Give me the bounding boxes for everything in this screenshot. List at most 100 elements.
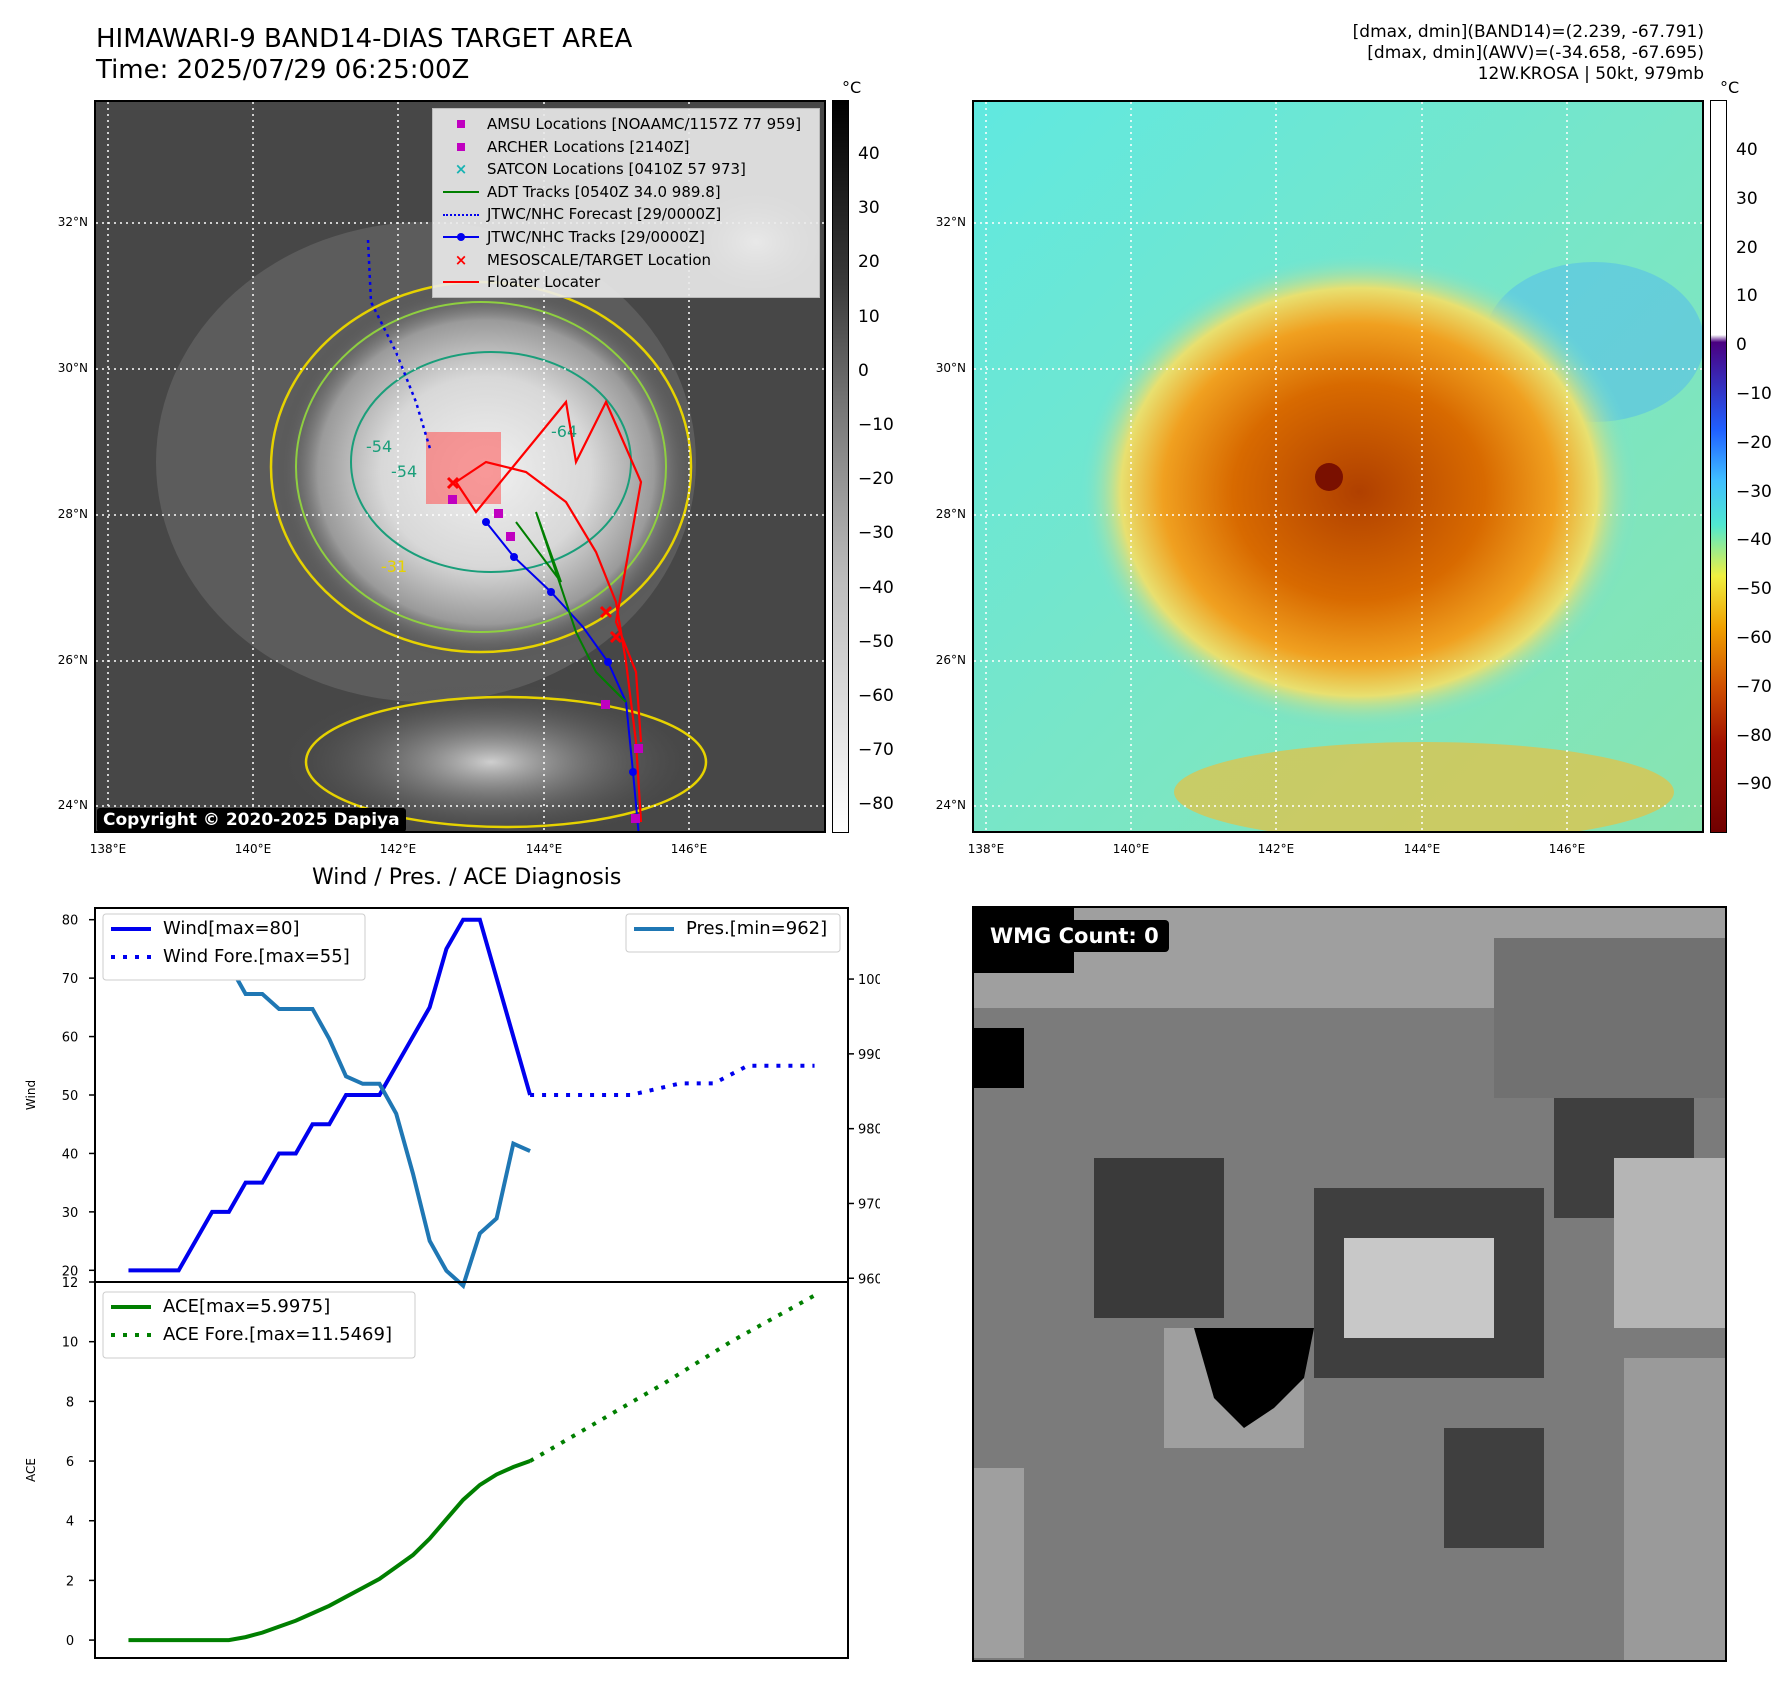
pressure-tick-label: 1000 [858,973,880,988]
wind-series-line [128,917,532,1273]
wv-colorbar-tick: −60 [1736,628,1772,648]
diagnosis-title: Wind / Pres. / ACE Diagnosis [312,865,622,890]
wv-colorbar-tick: 0 [1736,335,1747,356]
ir-colorbar-tick: 30 [858,198,880,219]
legend-label: JTWC/NHC Forecast [29/0000Z] [487,205,722,224]
wv-lon-label: 144°E [1403,842,1441,856]
legend-dotted-icon [441,208,481,222]
wv-lon-label: 146°E [1548,842,1586,856]
map-legend: AMSU Locations [NOAAMC/1157Z 77 959] ARC… [432,108,820,298]
wind-tick-label: 30 [62,1206,79,1221]
ir-colorbar-tick: −40 [858,577,894,598]
legend-item: ARCHER Locations [2140Z] [441,136,811,159]
pressure-tick-label: 980 [858,1123,880,1138]
ir-colorbar-tick: 0 [858,360,869,381]
ir-colorbar-unit: °C [842,78,862,97]
wv-colorbar-tick: −30 [1736,481,1772,502]
legend-square-icon [441,140,481,154]
contour-label-3: -54 [391,462,417,481]
ace-forecast-line [529,1293,816,1463]
wind-legend-label: Wind[max=80] [163,918,300,939]
ir-colorbar-tick: −60 [858,686,894,706]
ir-lon-label: 140°E [234,842,272,856]
ace-legend-box [102,1291,416,1359]
copyright-badge: Copyright © 2020-2025 Dapiya [97,808,406,832]
wmg-image [974,908,1725,1660]
ace-legend-label: ACE Fore.[max=11.5469] [163,1324,392,1345]
legend-label: ADT Tracks [0540Z 34.0 989.8] [487,182,721,201]
ir-colorbar-tick: 40 [858,144,880,164]
legend-label: ARCHER Locations [2140Z] [487,137,690,156]
ace-tick-label: 0 [66,1634,74,1649]
ir-colorbar-tick: 10 [858,306,880,327]
adt-track [515,511,627,703]
pressure-tick-label: 970 [858,1197,880,1212]
ir-lon-label: 142°E [379,842,417,856]
wv-lon-label: 138°E [967,842,1005,856]
ace-legend-label: ACE[max=5.9975] [163,1296,330,1317]
pressure-legend-box [625,913,841,953]
ir-contour-south [304,695,708,829]
pressure-tick-label: 960 [858,1272,880,1287]
contour-label-1: -54 [366,437,392,456]
wmg-count-badge: WMG Count: 0 [980,920,1169,952]
ace-tick-label: 12 [62,1276,79,1291]
pressure-legend-label: Pres.[min=962] [686,918,827,939]
wv-colorbar-tick: 30 [1736,188,1758,209]
floater-locater-track [454,399,643,823]
wind-legend-box [102,913,366,981]
ir-lat-label: 24°N [57,798,88,812]
mesoscale-target-marks [446,476,623,644]
ir-colorbar-tick: −20 [858,469,894,490]
ir-lat-label: 26°N [57,653,88,667]
legend-line-icon [441,185,481,199]
amsu-archer-points [448,495,643,823]
wv-colorbar-tick: −10 [1736,384,1772,404]
wv-colorbar-tick: 10 [1736,286,1758,307]
ir-colorbar-tick: 20 [858,252,880,273]
ir-colorbar [832,100,849,833]
wv-colorbar-tick: −80 [1736,725,1772,746]
ace-panel-frame [94,1281,849,1659]
wind-tick-label: 70 [62,972,79,987]
ir-colorbar-tick: −50 [858,631,894,652]
wv-colorbar-tick: −90 [1736,774,1772,795]
title-line1: HIMAWARI-9 BAND14-DIAS TARGET AREA [96,24,633,54]
legend-label: MESOSCALE/TARGET Location [487,250,712,269]
main-title: HIMAWARI-9 BAND14-DIAS TARGET AREA Time:… [96,24,632,86]
legend-label: AMSU Locations [NOAAMC/1157Z 77 959] [487,115,802,133]
pressure-tick-label: 990 [858,1048,880,1063]
jtwc-track-dots [482,518,637,776]
ir-lat-label: 32°N [57,215,88,229]
wmg-panel [972,906,1727,1662]
stats-awv: [dmax, dmin](AWV)=(-34.658, -67.695) [1367,43,1704,63]
legend-item: Floater Locater [441,271,811,294]
ace-axis-label: ACE [24,1458,38,1482]
legend-square-icon [441,117,481,131]
ace-series-line [128,1459,531,1643]
wind-tick-label: 40 [62,1147,79,1162]
legend-line-icon [441,275,481,289]
legend-item: × MESOSCALE/TARGET Location [441,249,811,272]
wind-tick-label: 80 [62,914,79,929]
wind-forecast-line [530,1063,815,1097]
legend-item: × SATCON Locations [0410Z 57 973] [441,158,811,181]
wv-lat-label: 30°N [935,361,966,375]
wv-colorbar [1710,100,1727,833]
ir-lon-label: 146°E [670,842,708,856]
wv-storm-cloud [1079,252,1639,732]
stats-band14: [dmax, dmin](BAND14)=(2.239, -67.791) [1352,22,1704,42]
legend-label: SATCON Locations [0410Z 57 973] [487,160,746,179]
ir-colorbar-tick: −30 [858,523,894,544]
wv-lat-label: 26°N [935,653,966,667]
wv-colorbar-tick: −50 [1736,579,1772,600]
ir-colorbar-tick: −70 [858,740,894,761]
ir-map-grid [96,102,824,831]
wv-lat-label: 28°N [935,507,966,521]
wv-lat-label: 32°N [935,215,966,229]
legend-item: ADT Tracks [0540Z 34.0 989.8] [441,181,811,204]
ace-tick-label: 10 [62,1336,79,1351]
ir-contour-green [295,301,667,633]
legend-label: Floater Locater [487,273,601,292]
wind-axis-label: Wind [24,1080,38,1110]
